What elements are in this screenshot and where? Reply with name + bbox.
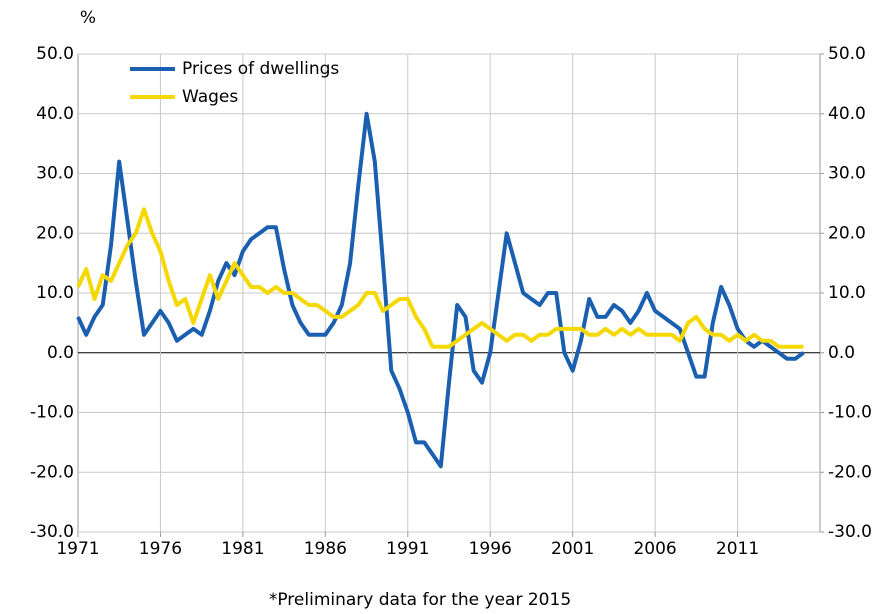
- x-tick-label: 1976: [139, 539, 182, 559]
- y-tick-label: -30.0: [30, 522, 74, 542]
- y-tick-label: 0.0: [47, 343, 74, 363]
- y-tick-label: 50.0: [36, 44, 74, 64]
- legend-label: Wages: [182, 87, 238, 107]
- x-tick-label: 2001: [551, 539, 594, 559]
- y-tick-label: 10.0: [36, 283, 74, 303]
- y-tick-label: -20.0: [30, 462, 74, 482]
- y-tick-label: -10.0: [30, 403, 74, 423]
- y2-tick-label: 30.0: [828, 164, 866, 184]
- footnote: *Preliminary data for the year 2015: [269, 590, 571, 610]
- y2-tick-label: 50.0: [828, 44, 866, 64]
- y2-tick-label: 0.0: [828, 343, 855, 363]
- y2-tick-label: 20.0: [828, 223, 866, 243]
- y-tick-label: 20.0: [36, 223, 74, 243]
- y2-tick-label: 10.0: [828, 283, 866, 303]
- x-tick-label: 1986: [304, 539, 347, 559]
- x-tick-label: 1996: [469, 539, 512, 559]
- y2-tick-label: -30.0: [828, 522, 872, 542]
- chart-title: %: [80, 8, 96, 28]
- y2-tick-label: 40.0: [828, 104, 866, 124]
- x-tick-label: 1971: [56, 539, 99, 559]
- y2-tick-label: -20.0: [828, 462, 872, 482]
- x-tick-label: 2006: [633, 539, 676, 559]
- y-tick-label: 40.0: [36, 104, 74, 124]
- legend-label: Prices of dwellings: [182, 59, 339, 79]
- series-line: [76, 207, 804, 349]
- y2-tick-label: -10.0: [828, 403, 872, 423]
- x-tick-label: 2011: [716, 539, 759, 559]
- x-tick-label: 1991: [386, 539, 429, 559]
- x-tick-label: 1981: [221, 539, 264, 559]
- y-tick-label: 30.0: [36, 164, 74, 184]
